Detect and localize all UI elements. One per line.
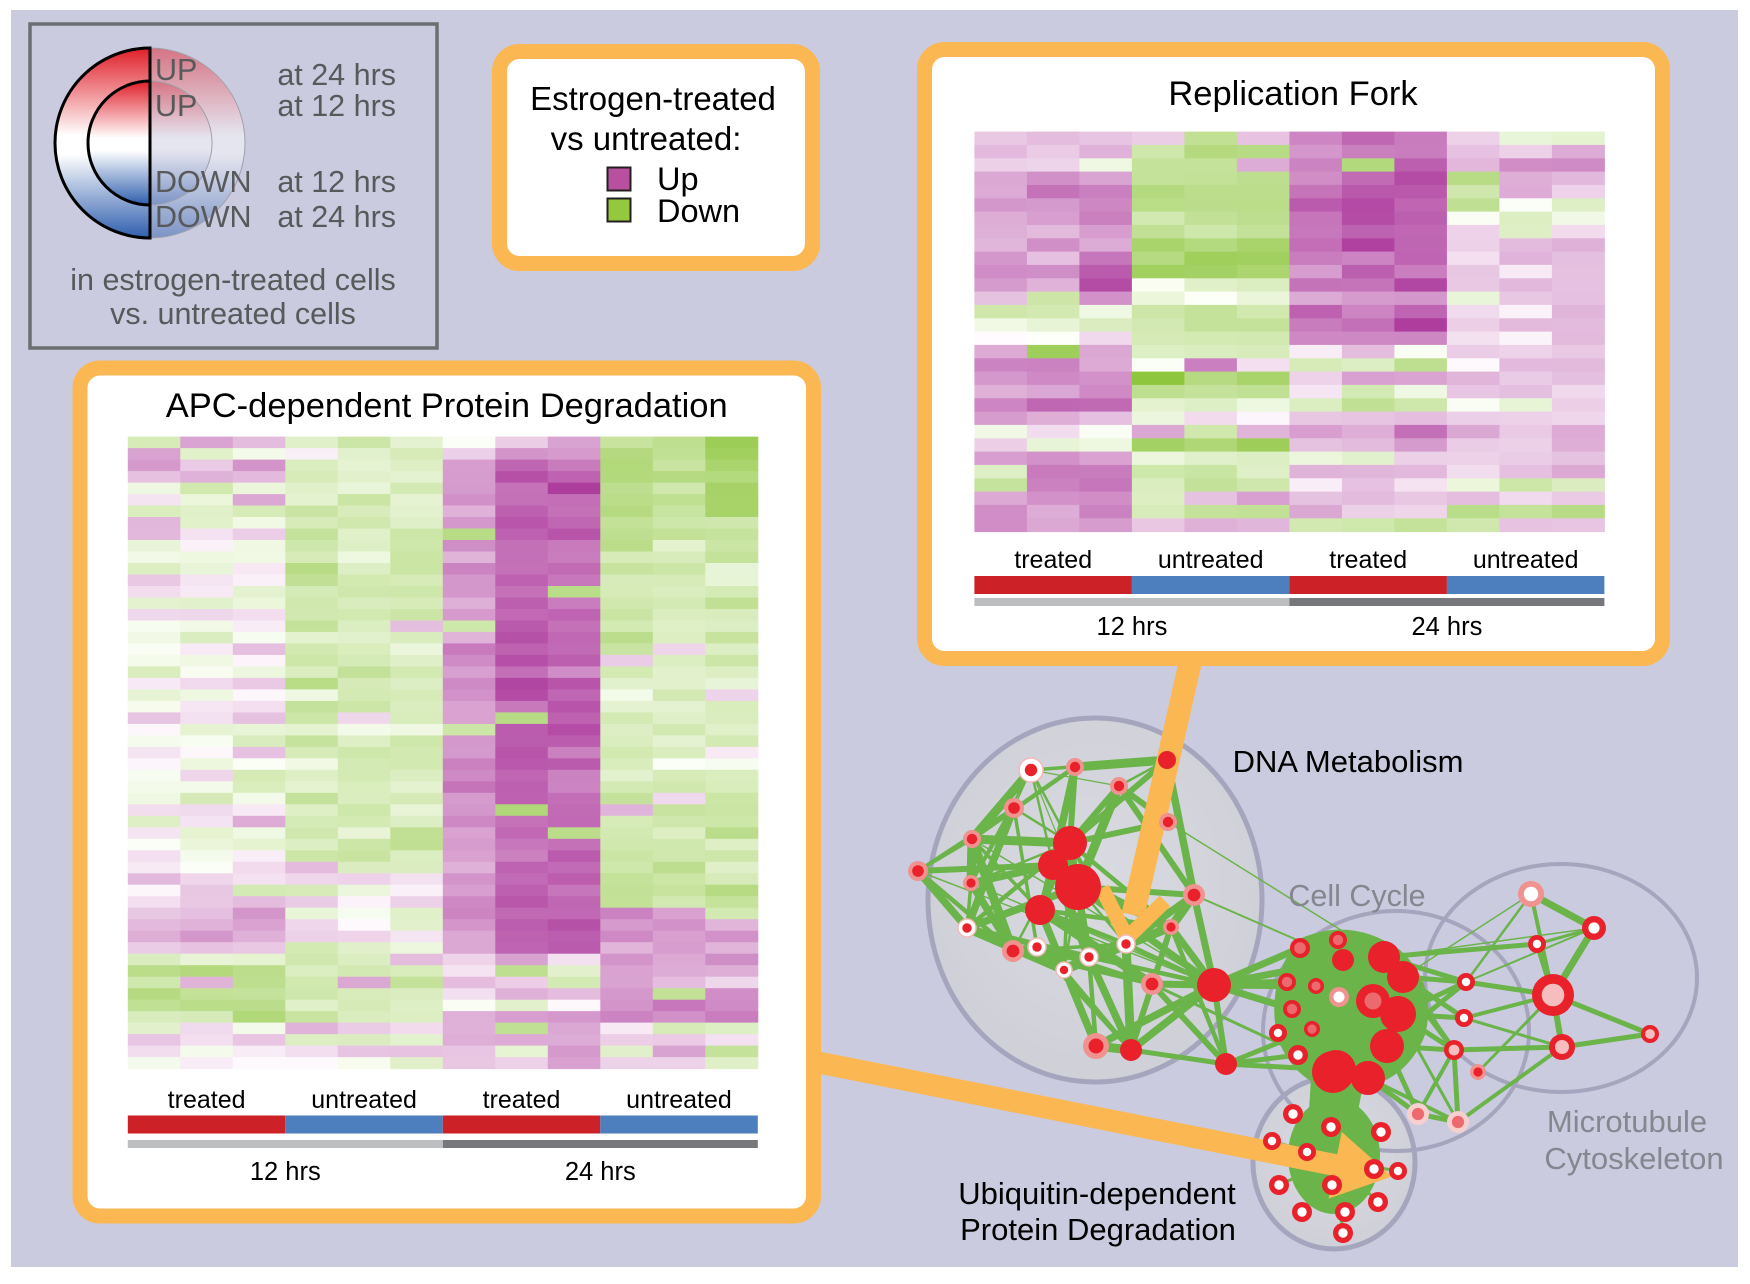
svg-text:in estrogen-treated cells: in estrogen-treated cells	[70, 263, 396, 297]
svg-text:Cytoskeleton: Cytoskeleton	[1544, 1141, 1723, 1176]
svg-text:DOWN: DOWN	[155, 165, 252, 199]
svg-text:treated: treated	[1014, 546, 1092, 574]
svg-text:untreated: untreated	[626, 1086, 732, 1114]
svg-text:treated: treated	[483, 1086, 561, 1114]
svg-text:treated: treated	[1329, 546, 1407, 574]
svg-text:DOWN: DOWN	[155, 200, 252, 234]
svg-text:vs untreated:: vs untreated:	[551, 120, 742, 157]
svg-text:Protein Degradation: Protein Degradation	[960, 1212, 1236, 1247]
svg-text:Replication Fork: Replication Fork	[1168, 75, 1418, 113]
svg-text:at 12 hrs: at 12 hrs	[277, 89, 396, 123]
svg-text:untreated: untreated	[1158, 546, 1264, 574]
svg-text:UP: UP	[155, 89, 197, 123]
svg-text:untreated: untreated	[1473, 546, 1579, 574]
svg-text:Ubiquitin-dependent: Ubiquitin-dependent	[958, 1176, 1236, 1211]
svg-text:Estrogen-treated: Estrogen-treated	[530, 80, 776, 117]
svg-text:APC-dependent Protein Degradat: APC-dependent Protein Degradation	[166, 387, 728, 425]
svg-text:at 24 hrs: at 24 hrs	[277, 200, 396, 234]
svg-text:DNA Metabolism: DNA Metabolism	[1233, 744, 1464, 779]
svg-text:12 hrs: 12 hrs	[250, 1158, 321, 1186]
svg-text:at 12 hrs: at 12 hrs	[277, 165, 396, 199]
svg-text:12 hrs: 12 hrs	[1096, 613, 1167, 641]
svg-text:Up: Up	[657, 161, 699, 197]
svg-text:untreated: untreated	[311, 1086, 417, 1114]
svg-text:UP: UP	[155, 53, 197, 87]
svg-text:24 hrs: 24 hrs	[565, 1158, 636, 1186]
svg-text:at 24 hrs: at 24 hrs	[277, 58, 396, 92]
svg-text:treated: treated	[168, 1086, 246, 1114]
svg-text:Down: Down	[657, 193, 740, 229]
svg-text:vs. untreated cells: vs. untreated cells	[110, 297, 356, 331]
svg-text:24 hrs: 24 hrs	[1411, 613, 1482, 641]
svg-text:Cell Cycle: Cell Cycle	[1288, 879, 1425, 913]
svg-text:Microtubule: Microtubule	[1547, 1104, 1707, 1139]
